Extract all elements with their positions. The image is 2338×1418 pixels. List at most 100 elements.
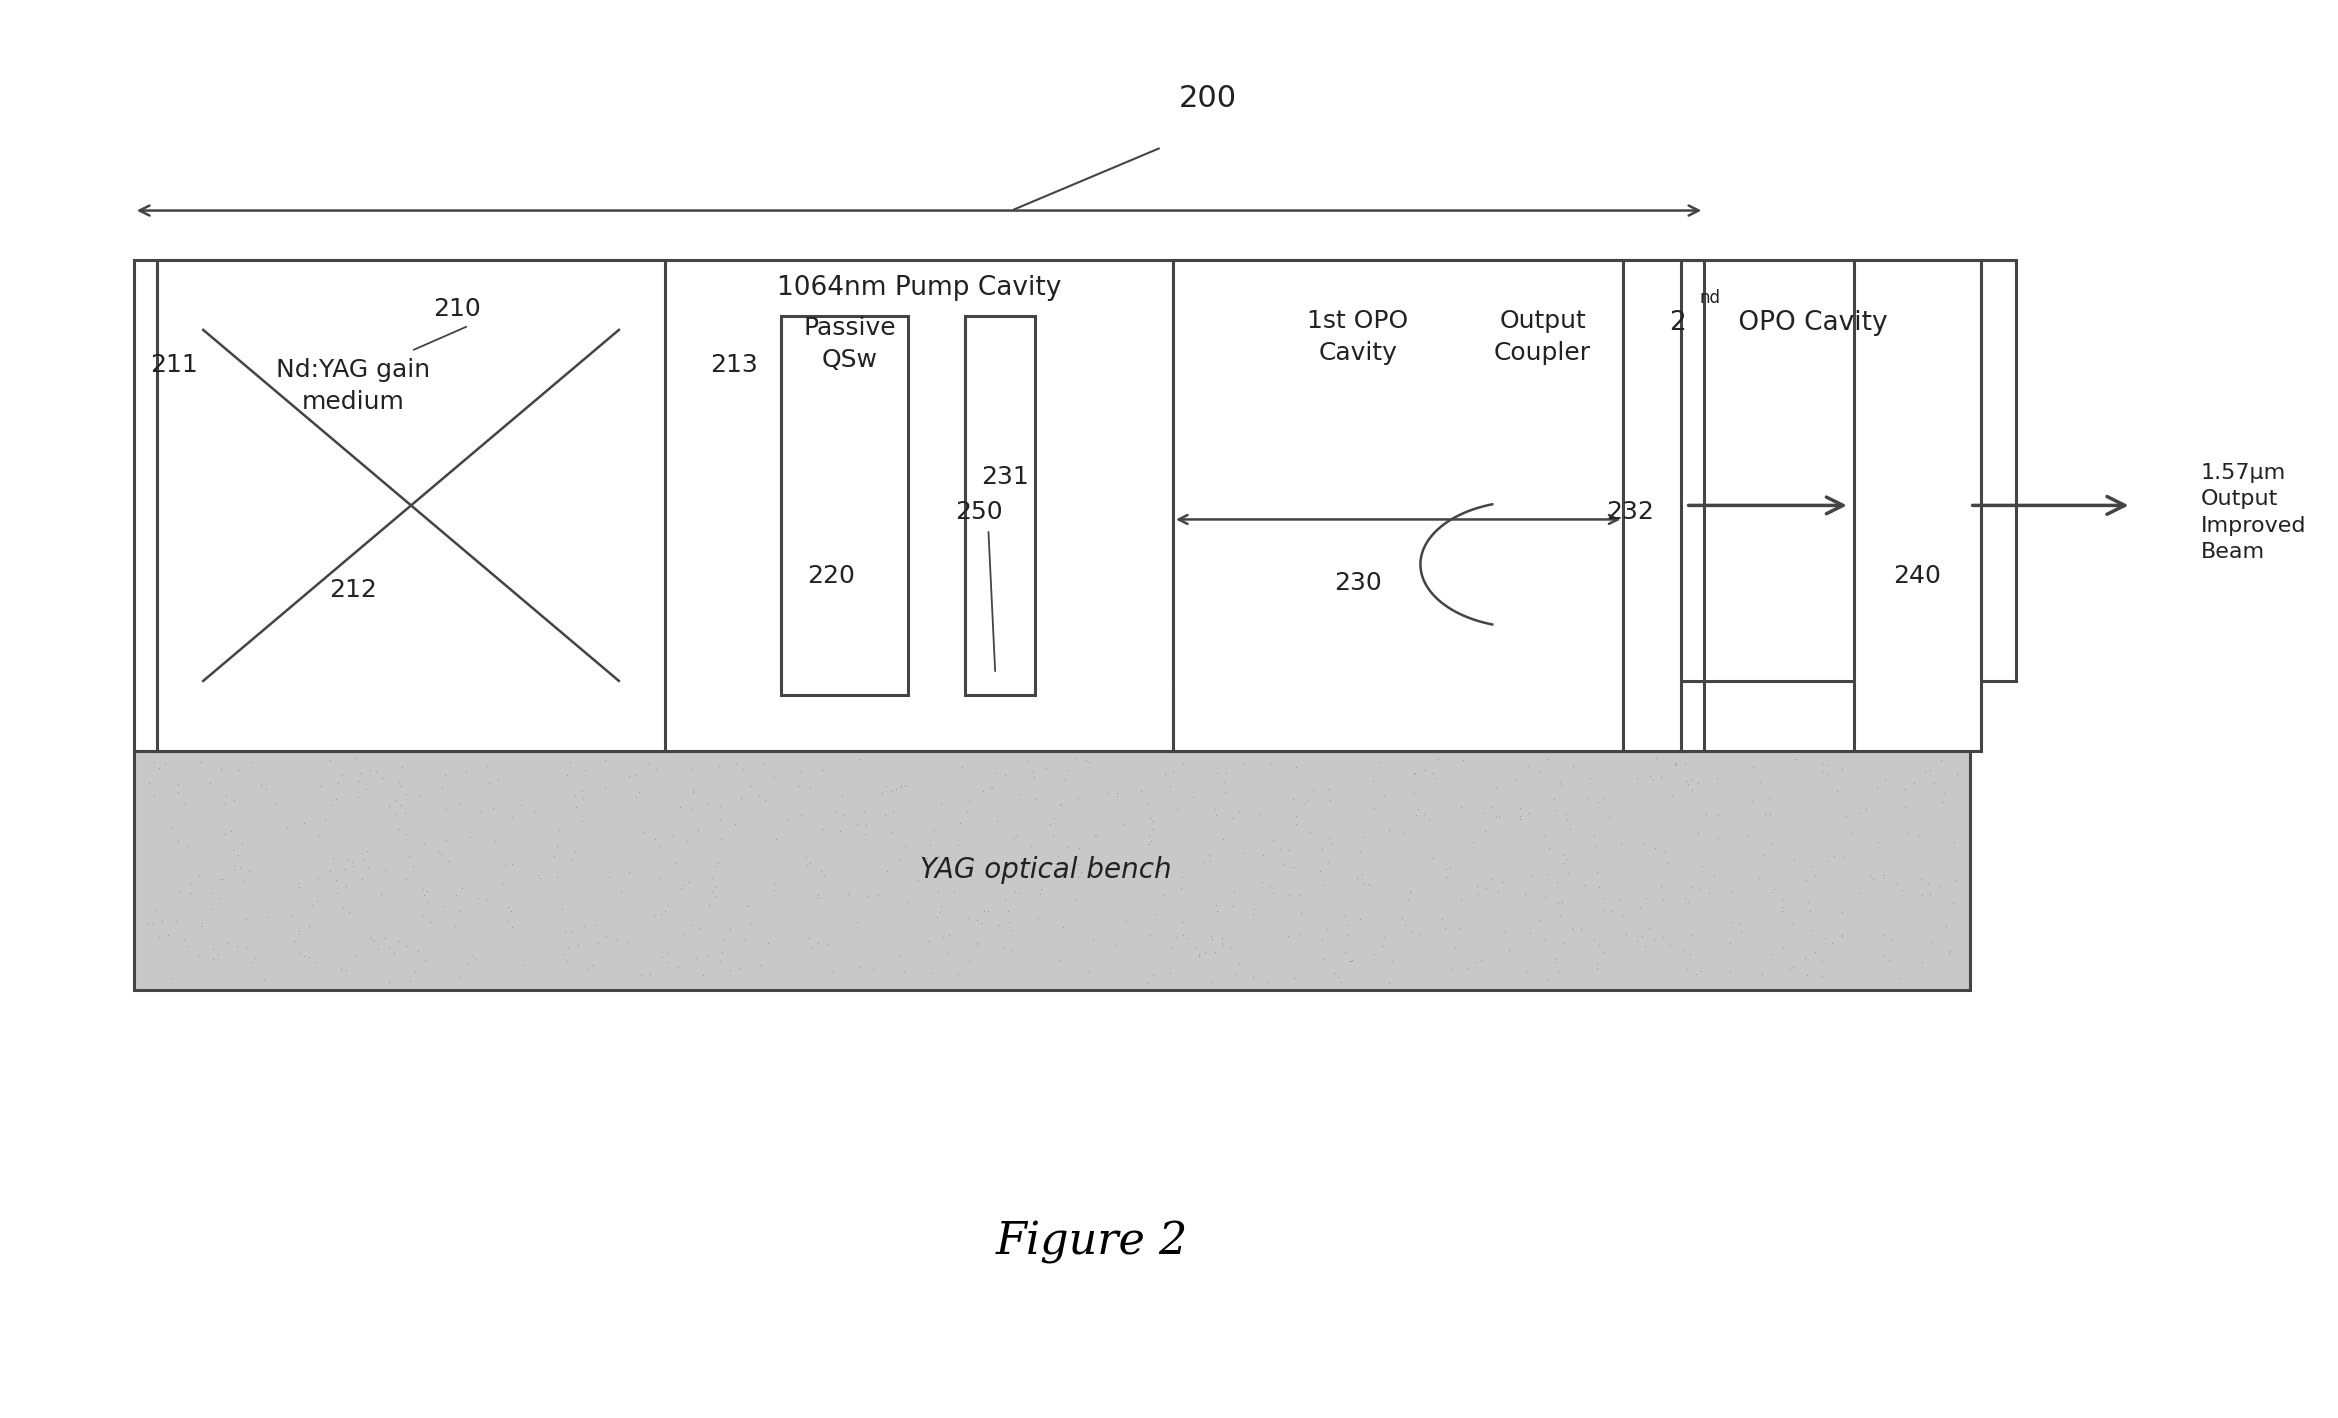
Point bbox=[788, 854, 825, 876]
Point bbox=[381, 771, 419, 794]
Point bbox=[1129, 971, 1167, 994]
Point bbox=[1277, 966, 1314, 988]
Text: 231: 231 bbox=[980, 465, 1029, 489]
Point bbox=[1866, 767, 1903, 790]
Point bbox=[215, 788, 253, 811]
Point bbox=[1569, 787, 1606, 810]
Point bbox=[1040, 949, 1078, 971]
Point bbox=[659, 956, 697, 978]
Point bbox=[407, 949, 444, 971]
Point bbox=[1711, 879, 1749, 902]
Point bbox=[505, 953, 542, 976]
Point bbox=[1253, 882, 1291, 905]
Point bbox=[1679, 963, 1716, 986]
Point bbox=[837, 910, 874, 933]
Point bbox=[456, 944, 493, 967]
Point bbox=[802, 886, 839, 909]
Point bbox=[411, 910, 449, 933]
Point bbox=[217, 934, 255, 957]
Point bbox=[959, 932, 996, 954]
Point bbox=[1234, 966, 1272, 988]
Point bbox=[136, 784, 173, 807]
Point bbox=[447, 760, 484, 783]
Point bbox=[1695, 864, 1732, 886]
Point bbox=[1644, 888, 1681, 910]
Point bbox=[636, 757, 673, 780]
Point bbox=[1534, 787, 1571, 810]
Point bbox=[147, 753, 185, 776]
Point bbox=[552, 920, 589, 943]
Point bbox=[535, 845, 573, 868]
Point bbox=[1197, 899, 1234, 922]
Point bbox=[320, 771, 358, 794]
Point bbox=[1585, 940, 1623, 963]
Point bbox=[973, 777, 1010, 800]
Point bbox=[1344, 873, 1382, 896]
Point bbox=[984, 937, 1022, 960]
Point bbox=[617, 763, 655, 786]
Point bbox=[1562, 917, 1599, 940]
Point bbox=[154, 817, 192, 839]
Bar bbox=[781, 316, 907, 695]
Point bbox=[1658, 752, 1695, 774]
Point bbox=[1155, 760, 1192, 783]
Point bbox=[1545, 852, 1583, 875]
Point bbox=[755, 873, 793, 896]
Point bbox=[388, 868, 426, 891]
Point bbox=[493, 899, 531, 922]
Point bbox=[236, 947, 274, 970]
Point bbox=[381, 930, 419, 953]
Point bbox=[1541, 770, 1578, 793]
Point bbox=[902, 845, 940, 868]
Point bbox=[1174, 786, 1211, 808]
Text: Figure 2: Figure 2 bbox=[996, 1221, 1188, 1265]
Point bbox=[1419, 747, 1457, 770]
Point bbox=[1132, 925, 1169, 947]
Point bbox=[1580, 790, 1618, 813]
Point bbox=[1400, 797, 1438, 820]
Point bbox=[1824, 923, 1861, 946]
Point bbox=[1286, 791, 1323, 814]
Point bbox=[1384, 906, 1422, 929]
Point bbox=[1251, 875, 1288, 898]
Point bbox=[208, 932, 245, 954]
Point bbox=[1199, 761, 1237, 784]
Point bbox=[285, 944, 323, 967]
Point bbox=[1181, 944, 1218, 967]
Point bbox=[701, 950, 739, 973]
Point bbox=[1036, 807, 1073, 830]
Point bbox=[1644, 926, 1681, 949]
Point bbox=[182, 915, 220, 937]
Point bbox=[1160, 797, 1197, 820]
Point bbox=[1078, 825, 1115, 848]
Point bbox=[1393, 882, 1431, 905]
Point bbox=[699, 852, 736, 875]
Point bbox=[732, 776, 769, 798]
Point bbox=[769, 807, 807, 830]
Point bbox=[715, 813, 753, 835]
Point bbox=[297, 950, 334, 973]
Point bbox=[1059, 866, 1097, 889]
Point bbox=[248, 906, 285, 929]
Point bbox=[1225, 842, 1263, 865]
Point bbox=[1585, 886, 1623, 909]
Point bbox=[1330, 950, 1368, 973]
Point bbox=[711, 917, 748, 940]
Point bbox=[790, 777, 828, 800]
Point bbox=[1019, 906, 1057, 929]
Point bbox=[1644, 875, 1681, 898]
Point bbox=[921, 900, 959, 923]
Point bbox=[1122, 780, 1160, 803]
Point bbox=[194, 947, 231, 970]
Point bbox=[912, 834, 949, 856]
Point bbox=[563, 787, 601, 810]
Point bbox=[428, 830, 465, 852]
Point bbox=[940, 963, 977, 986]
Point bbox=[587, 777, 624, 800]
Point bbox=[842, 747, 879, 770]
Point bbox=[1059, 787, 1097, 810]
Point bbox=[664, 923, 701, 946]
Point bbox=[1396, 781, 1433, 804]
Point bbox=[783, 804, 821, 827]
Point bbox=[1480, 805, 1517, 828]
